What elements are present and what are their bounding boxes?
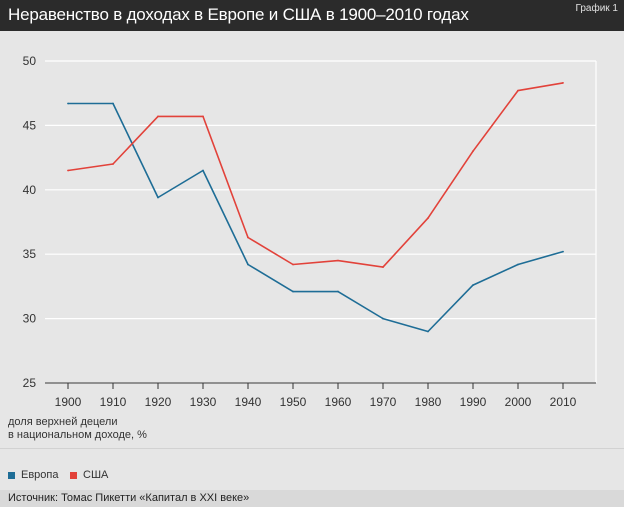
- y-tick-label-25: 25: [23, 376, 37, 390]
- data-point-0-1970: [382, 317, 384, 320]
- data-point-1-1910: [112, 163, 114, 165]
- x-tick-label-2010: 2010: [550, 395, 577, 409]
- data-point-1-1940: [247, 236, 249, 239]
- data-point-1-1980: [427, 217, 429, 220]
- y-tick-label-45: 45: [23, 118, 37, 132]
- legend-label-europe: Европа: [21, 469, 59, 481]
- data-point-0-1920: [157, 196, 159, 199]
- source-text: Источник: Томас Пикетти «Капитал в XXI в…: [8, 492, 250, 504]
- x-tick-label-2000: 2000: [505, 395, 532, 409]
- chart-header: Неравенство в доходах в Европе и США в 1…: [0, 0, 624, 31]
- y-tick-label-40: 40: [23, 183, 37, 197]
- x-tick-label-1930: 1930: [190, 395, 217, 409]
- data-point-0-1900: [67, 102, 69, 105]
- x-tick-label-1920: 1920: [145, 395, 172, 409]
- figure-badge: График 1: [575, 3, 618, 14]
- series-line-1: [67, 82, 564, 268]
- y-tick-label-30: 30: [23, 312, 37, 326]
- data-point-0-1940: [247, 263, 249, 266]
- chart-area: 25 30 35 40 45 50 1900 1910 1920 1930 1940 1950 196…: [0, 31, 624, 448]
- x-axis: 1900 1910 1920 1930 1940 1950 1960 1970 1980 1990…: [45, 382, 596, 409]
- data-point-0-1930: [202, 169, 204, 172]
- x-tick-label-1940: 1940: [235, 395, 262, 409]
- data-point-1-2010: [562, 81, 564, 84]
- y-axis-label: доля верхней децели в национальном доход…: [8, 416, 147, 442]
- legend-swatch-europe: [8, 471, 15, 479]
- data-point-0-2000: [517, 263, 519, 266]
- data-point-0-1980: [427, 330, 429, 333]
- data-point-1-1950: [292, 263, 294, 266]
- y-tick-label-35: 35: [23, 247, 37, 261]
- line-chart: 25 30 35 40 45 50 1900 1910 1920 1930 1940 1950 196…: [23, 54, 597, 409]
- series-line-0: [68, 102, 564, 333]
- x-tick-label-1980: 1980: [415, 395, 442, 409]
- chart-title: Неравенство в доходах в Европе и США в 1…: [8, 5, 469, 24]
- x-tick-label-1900: 1900: [55, 395, 82, 409]
- gridlines: [45, 60, 597, 384]
- data-point-1-1930: [202, 115, 204, 118]
- legend-item-europe: Европа: [8, 469, 59, 481]
- data-point-1-1900: [67, 169, 69, 172]
- y-tick-label-50: 50: [23, 54, 37, 68]
- data-point-0-1950: [292, 290, 294, 293]
- y-axis-ticks: 25 30 35 40 45 50: [23, 54, 37, 390]
- legend: Европа США: [0, 448, 624, 491]
- data-point-1-1970: [382, 266, 384, 268]
- y-axis-label-line-2: в национальном доходе, %: [8, 429, 147, 441]
- data-point-1-1990: [472, 150, 474, 153]
- x-tick-label-1950: 1950: [280, 395, 307, 409]
- legend-swatch-usa: [70, 471, 77, 479]
- data-point-1-2000: [517, 89, 519, 92]
- data-point-0-1960: [337, 290, 339, 293]
- series-lines: [67, 81, 564, 333]
- legend-label-usa: США: [83, 469, 109, 481]
- data-point-0-1990: [472, 284, 474, 287]
- x-tick-label-1970: 1970: [370, 395, 397, 409]
- x-tick-label-1990: 1990: [460, 395, 487, 409]
- data-point-1-1960: [337, 259, 339, 262]
- data-point-1-1920: [157, 115, 159, 118]
- data-point-0-2010: [562, 250, 564, 253]
- y-axis-label-line-1: доля верхней децели: [8, 416, 118, 428]
- x-tick-label-1960: 1960: [325, 395, 352, 409]
- legend-item-usa: США: [70, 469, 108, 481]
- data-point-0-1910: [112, 102, 114, 105]
- x-tick-label-1910: 1910: [100, 395, 127, 409]
- source-bar: Источник: Томас Пикетти «Капитал в XXI в…: [0, 490, 624, 507]
